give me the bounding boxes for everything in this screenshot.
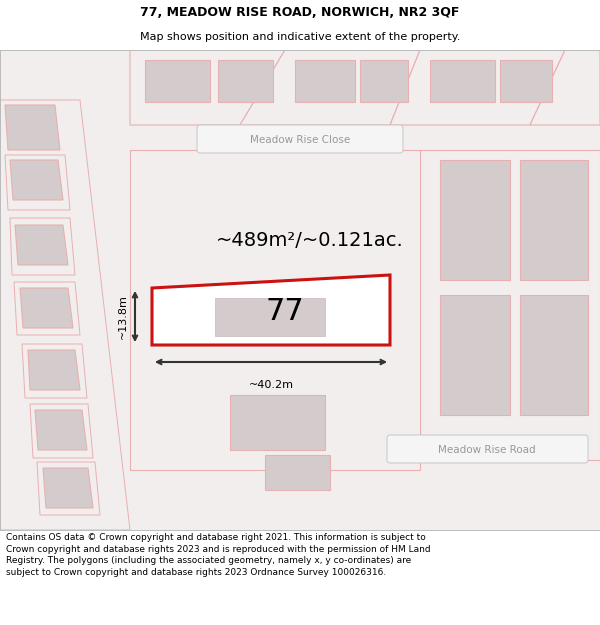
Bar [500,60,552,102]
Text: ~40.2m: ~40.2m [248,380,293,390]
Polygon shape [35,410,87,450]
Bar [520,160,588,280]
FancyBboxPatch shape [197,125,403,153]
Bar [520,295,588,415]
Bar [218,60,273,102]
Polygon shape [43,468,93,508]
Polygon shape [530,50,600,125]
Polygon shape [15,225,68,265]
Polygon shape [152,275,390,345]
Polygon shape [240,50,420,125]
Polygon shape [0,100,130,530]
Text: Meadow Rise Road: Meadow Rise Road [438,445,536,455]
Bar [215,298,325,336]
Text: 77: 77 [266,298,304,326]
Polygon shape [130,50,285,125]
Bar [265,455,330,490]
Text: Contains OS data © Crown copyright and database right 2021. This information is : Contains OS data © Crown copyright and d… [6,533,431,578]
Polygon shape [390,50,565,125]
Text: ~489m²/~0.121ac.: ~489m²/~0.121ac. [216,231,404,249]
Polygon shape [130,150,420,470]
Bar [295,60,355,102]
Polygon shape [20,288,73,328]
FancyBboxPatch shape [387,435,588,463]
Text: Meadow Rise Close: Meadow Rise Close [250,135,350,145]
Bar [230,395,325,450]
Polygon shape [10,160,63,200]
Bar [440,295,510,415]
Bar [145,60,210,102]
Polygon shape [28,350,80,390]
Bar [430,60,495,102]
Text: Map shows position and indicative extent of the property.: Map shows position and indicative extent… [140,32,460,43]
Bar [440,160,510,280]
Polygon shape [420,150,600,460]
Text: ~13.8m: ~13.8m [118,294,128,339]
Text: 77, MEADOW RISE ROAD, NORWICH, NR2 3QF: 77, MEADOW RISE ROAD, NORWICH, NR2 3QF [140,6,460,19]
Polygon shape [5,105,60,150]
Bar [360,60,408,102]
